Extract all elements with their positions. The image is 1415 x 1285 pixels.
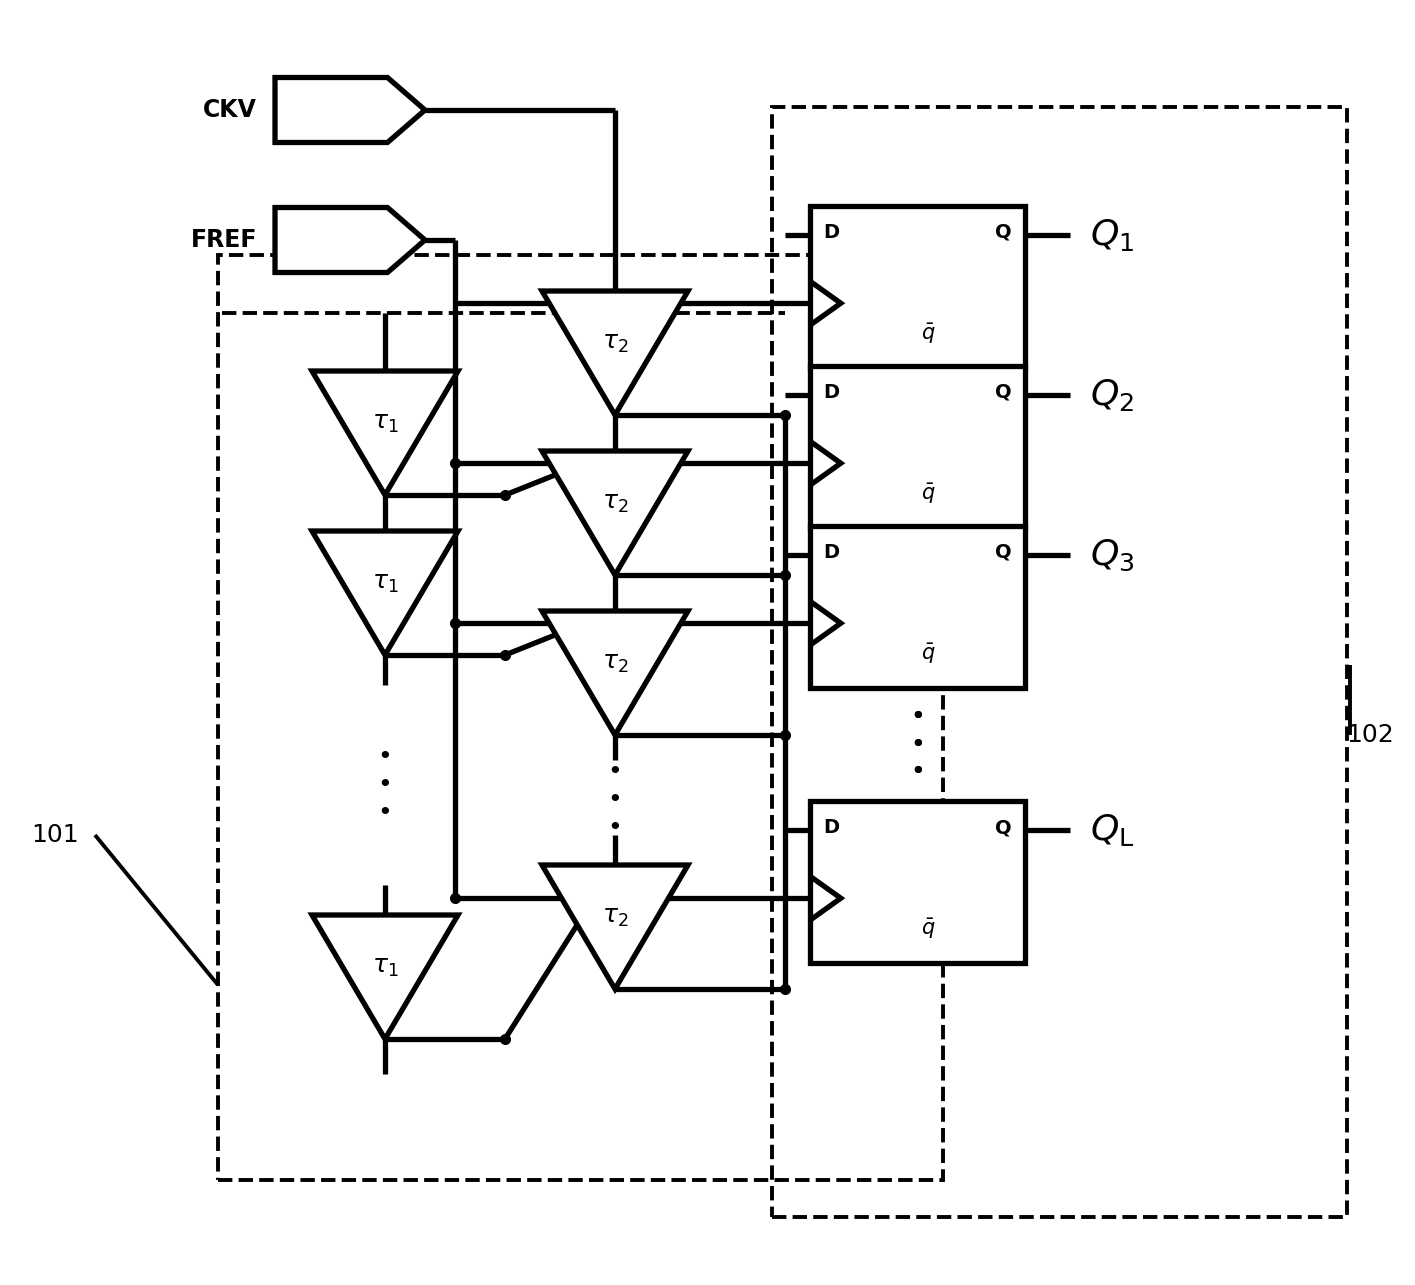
Text: D: D — [824, 383, 839, 402]
Polygon shape — [311, 531, 458, 655]
Text: $\tau_{1}$: $\tau_{1}$ — [372, 956, 398, 979]
Polygon shape — [542, 290, 688, 415]
Bar — [809, 801, 1024, 962]
Text: •
•
•: • • • — [910, 704, 925, 784]
Bar — [218, 254, 942, 1180]
Text: $\tau_{2}$: $\tau_{2}$ — [601, 653, 628, 675]
Text: •
•
•: • • • — [378, 745, 392, 825]
Text: •
•
•: • • • — [910, 704, 925, 784]
Text: 102: 102 — [1346, 723, 1394, 747]
Text: $Q_3$: $Q_3$ — [1090, 537, 1135, 573]
Text: •
•
•: • • • — [607, 761, 623, 840]
Text: Q: Q — [995, 383, 1012, 402]
Bar — [809, 526, 1024, 687]
Polygon shape — [311, 915, 458, 1040]
Text: $\tau_{1}$: $\tau_{1}$ — [372, 412, 398, 436]
Polygon shape — [311, 371, 458, 495]
Bar — [809, 206, 1024, 368]
Text: CKV: CKV — [204, 98, 258, 122]
Text: Q: Q — [995, 819, 1012, 837]
Text: D: D — [824, 544, 839, 562]
Text: $\bar{q}$: $\bar{q}$ — [921, 641, 935, 666]
Text: $\tau_{1}$: $\tau_{1}$ — [372, 572, 398, 595]
Text: FREF: FREF — [191, 227, 258, 252]
Text: Q: Q — [995, 544, 1012, 562]
Text: $\bar{q}$: $\bar{q}$ — [921, 482, 935, 506]
Text: $\bar{q}$: $\bar{q}$ — [921, 321, 935, 346]
Text: $\tau_{2}$: $\tau_{2}$ — [601, 333, 628, 355]
Polygon shape — [275, 77, 424, 143]
Text: $Q_2$: $Q_2$ — [1090, 378, 1133, 414]
Text: $\bar{q}$: $\bar{q}$ — [921, 916, 935, 941]
Text: 101: 101 — [31, 822, 79, 847]
Text: $Q_{\rm L}$: $Q_{\rm L}$ — [1090, 812, 1135, 848]
Text: Q: Q — [995, 224, 1012, 242]
Polygon shape — [275, 207, 424, 272]
Polygon shape — [542, 451, 688, 574]
Text: $\tau_{2}$: $\tau_{2}$ — [601, 906, 628, 929]
Polygon shape — [542, 865, 688, 989]
Text: D: D — [824, 224, 839, 242]
Text: $Q_1$: $Q_1$ — [1090, 217, 1135, 253]
Text: D: D — [824, 819, 839, 837]
Bar — [773, 107, 1347, 1217]
Text: $\tau_{2}$: $\tau_{2}$ — [601, 492, 628, 515]
Bar — [809, 366, 1024, 528]
Polygon shape — [542, 610, 688, 735]
